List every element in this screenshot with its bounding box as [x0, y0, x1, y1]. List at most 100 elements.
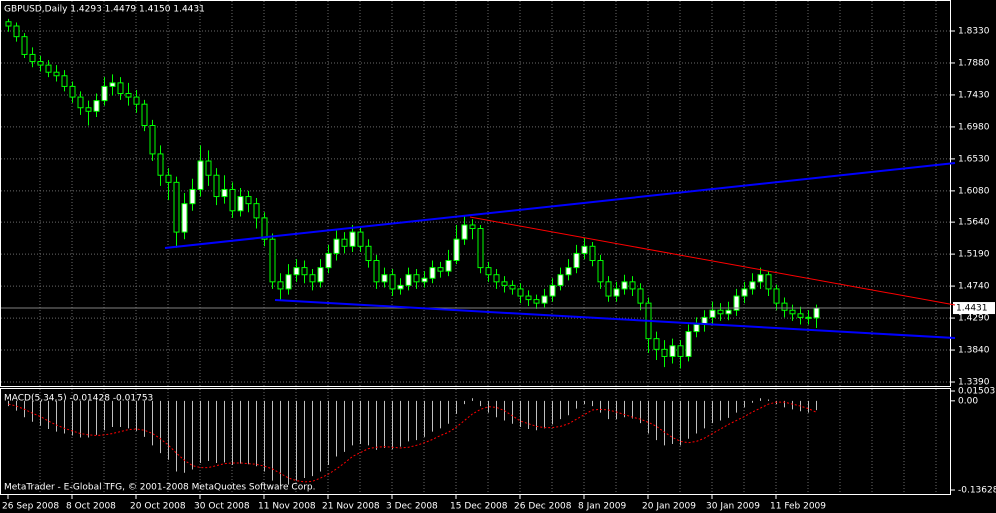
candle-body [813, 307, 820, 319]
candle-body [53, 71, 60, 77]
candle-body [357, 231, 364, 247]
y-tick-label: 0.00 [958, 396, 978, 406]
candle-body [429, 267, 436, 279]
chart-title: GBPUSD,Daily 1.4293 1.4479 1.4150 1.4431 [4, 5, 205, 15]
candle-body [189, 188, 196, 205]
candle-body [245, 196, 252, 205]
candle-body [725, 309, 732, 315]
candle-body [61, 75, 68, 87]
candle-body [405, 274, 412, 286]
candle-body [661, 348, 668, 357]
candle-body [541, 295, 548, 304]
candle-body [389, 274, 396, 290]
candle-body [709, 309, 716, 318]
candle-body [69, 85, 76, 98]
candle-body [677, 345, 684, 357]
candle-body [205, 160, 212, 176]
y-tick-label: 1.3390 [958, 378, 990, 388]
candle-body [733, 295, 740, 311]
candle-body [469, 224, 476, 230]
candle-body [413, 274, 420, 283]
candle-body [741, 288, 748, 297]
current-price-box [953, 302, 995, 315]
candle-body [253, 203, 260, 219]
candle-body [573, 252, 580, 269]
candle-body [45, 64, 52, 73]
candle-body [565, 267, 572, 276]
candle-body [109, 82, 116, 87]
y-tick-label: 1.5190 [958, 250, 990, 260]
candle-body [237, 196, 244, 212]
candle-body [325, 252, 332, 269]
candle-body [525, 295, 532, 301]
candle-body [781, 302, 788, 311]
candle-body [317, 267, 324, 283]
y-tick-label: 1.6080 [958, 186, 990, 196]
y-tick-label: 0.01503 [958, 387, 995, 397]
x-tick-label: 15 Dec 2008 [450, 502, 508, 512]
candle-body [157, 153, 164, 176]
x-tick-label: 30 Oct 2008 [194, 502, 250, 512]
candle-body [173, 181, 180, 233]
candle-body [477, 228, 484, 269]
candle-body [629, 281, 636, 290]
candle-body [285, 274, 292, 290]
candle-body [589, 245, 596, 262]
candle-body [669, 345, 676, 357]
y-tick-label: 1.8330 [958, 26, 990, 36]
x-tick-label: 8 Jan 2009 [578, 502, 626, 512]
candle-body [445, 260, 452, 272]
candle-body [493, 274, 500, 283]
candle-body [365, 245, 372, 262]
candle-body [685, 331, 692, 357]
candle-body [749, 281, 756, 290]
candle-body [197, 160, 204, 190]
candle-body [37, 61, 44, 66]
candle-body [141, 103, 148, 126]
candle-body [605, 281, 612, 297]
y-tick-label: 1.7880 [958, 58, 990, 68]
y-tick-label: 1.6530 [958, 154, 990, 164]
x-tick-label: 26 Dec 2008 [514, 502, 572, 512]
candle-body [301, 267, 308, 276]
candle-body [549, 284, 556, 297]
copyright: MetaTrader - E-Global TFG, © 2001-2008 M… [4, 483, 316, 493]
candle-body [597, 260, 604, 283]
x-tick-label: 20 Oct 2008 [130, 502, 186, 512]
candle-body [213, 174, 220, 198]
candle-body [437, 267, 444, 272]
candle-body [421, 277, 428, 283]
candle-body [805, 316, 812, 319]
candle-body [117, 82, 124, 95]
plot: 26 Sep 2008 8 Oct 2008 20 Oct 2008 30 Oct 2… [1, 18, 996, 512]
candle-body [93, 100, 100, 112]
candle-body [21, 36, 28, 55]
candle-body [637, 288, 644, 304]
trendline-lower [274, 299, 956, 339]
x-tick-label: 26 Sep 2008 [2, 502, 59, 512]
candle-body [485, 267, 492, 276]
candle-body [765, 274, 772, 290]
candle-body [101, 85, 108, 102]
candle-body [789, 309, 796, 315]
current-price-label: 1.4431 [956, 304, 988, 314]
macd-title: MACD(5,34,5) -0.01428 -0.01753 [4, 394, 153, 404]
y-tick-label: 1.6980 [958, 122, 990, 132]
candle-body [149, 124, 156, 155]
y-tick-label: -0.13628 [958, 486, 996, 496]
candle-body [165, 174, 172, 183]
x-tick-label: 8 Oct 2008 [66, 502, 116, 512]
candle-body [693, 323, 700, 333]
y-tick-label: 1.5640 [958, 218, 990, 228]
candle-body [773, 288, 780, 304]
candle-body [5, 21, 12, 27]
candle-body [181, 203, 188, 233]
trendline-upper [164, 162, 956, 249]
y-tick-label: 1.7430 [958, 90, 990, 100]
trendline-resistance [469, 216, 956, 306]
candle-body [333, 238, 340, 254]
candle-body [341, 238, 348, 247]
x-tick-label: 11 Nov 2008 [258, 502, 316, 512]
x-tick-label: 20 Jan 2009 [642, 502, 696, 512]
